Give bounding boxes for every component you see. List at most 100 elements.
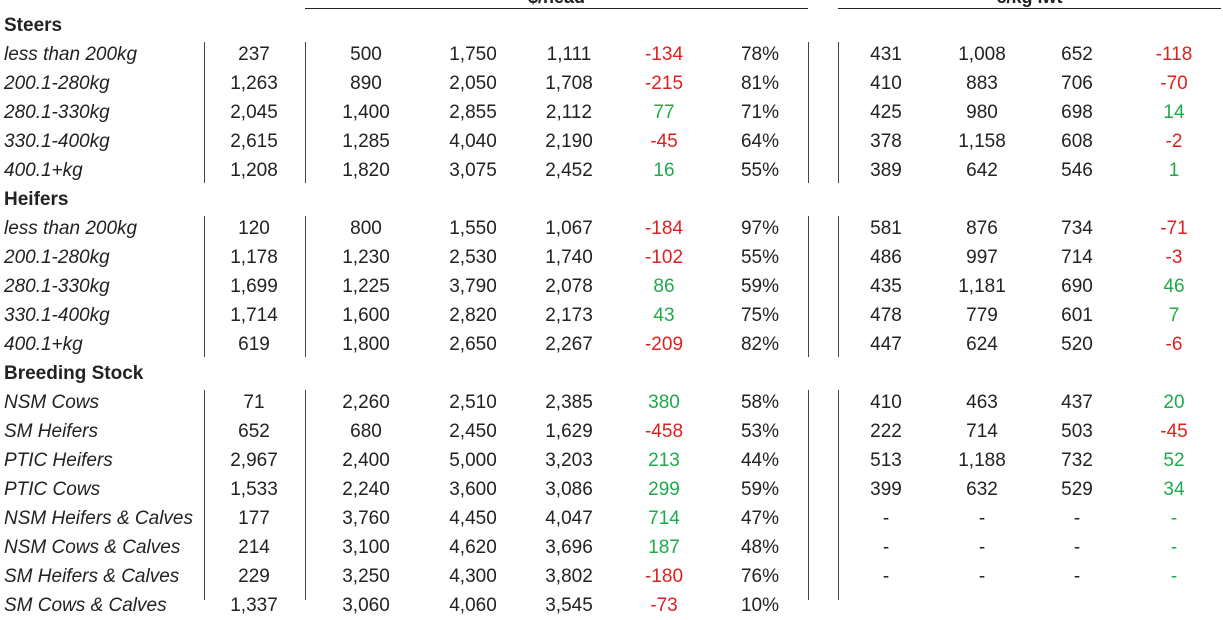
column-divider [305, 216, 306, 357]
cell-max-lwt: - [978, 566, 986, 587]
row-label: less than 200kg [4, 44, 138, 65]
cell-min-lwt: - [882, 508, 890, 529]
cell-clearance: 47% [740, 508, 780, 529]
cell-max-lwt: - [978, 537, 986, 558]
table-row: 400.1+kg 1,208 1,820 3,075 2,452 16 55% 389 642 5… [0, 156, 1223, 185]
cell-avg-lwt: 732 [1061, 450, 1093, 471]
cell-avg: 3,203 [545, 450, 593, 471]
cell-head: 237 [238, 44, 270, 65]
cell-max-lwt: 463 [966, 392, 998, 413]
cell-max-lwt: 632 [966, 479, 998, 500]
cell-change-lwt: 1 [1168, 160, 1180, 181]
column-divider [305, 390, 306, 600]
cell-head: 71 [243, 392, 265, 413]
cell-avg-lwt: 698 [1061, 102, 1093, 123]
cell-min-lwt: 222 [870, 421, 902, 442]
cell-change: -102 [644, 247, 684, 268]
cell-min-lwt: 431 [870, 44, 902, 65]
cell-change: -180 [644, 566, 684, 587]
cell-max: 4,300 [449, 566, 497, 587]
table-row: 330.1-400kg 1,714 1,600 2,820 2,173 43 75% 478 7… [0, 301, 1223, 330]
cell-change-lwt: 34 [1163, 479, 1185, 500]
cell-head: 1,533 [230, 479, 278, 500]
cell-min: 1,230 [342, 247, 390, 268]
section-header-row: Steers [0, 11, 1223, 40]
cell-avg: 1,629 [545, 421, 593, 442]
cell-min: 2,240 [342, 479, 390, 500]
cell-clearance: 55% [740, 160, 780, 181]
cell-max-lwt: 1,158 [958, 131, 1006, 152]
row-label: 280.1-330kg [4, 102, 110, 123]
cell-min-lwt: 399 [870, 479, 902, 500]
cell-max: 5,000 [449, 450, 497, 471]
cell-clearance: 10% [740, 595, 780, 616]
cell-clearance: 53% [740, 421, 780, 442]
cell-change-lwt: -118 [1155, 44, 1193, 65]
cell-clearance: 64% [740, 131, 780, 152]
row-label: 330.1-400kg [4, 131, 110, 152]
cell-change: -458 [644, 421, 684, 442]
cell-avg-lwt: 520 [1061, 334, 1093, 355]
cell-change-lwt: -71 [1160, 218, 1188, 239]
cell-avg: 2,267 [545, 334, 593, 355]
cell-max: 3,790 [449, 276, 497, 297]
row-label: 200.1-280kg [4, 73, 110, 94]
table-row: less than 200kg 120 800 1,550 1,067 -184 97% 58… [0, 214, 1223, 243]
cell-head: 1,178 [230, 247, 278, 268]
cell-min: 500 [350, 44, 382, 65]
cell-change-lwt: -70 [1160, 73, 1188, 94]
cell-max: 4,040 [449, 131, 497, 152]
cell-change-lwt: - [1170, 508, 1178, 529]
cell-max-lwt: 997 [966, 247, 998, 268]
cell-change-lwt: -45 [1160, 421, 1188, 442]
cell-change: -45 [650, 131, 678, 152]
cell-min-lwt: - [882, 566, 890, 587]
cell-max-lwt: 624 [966, 334, 998, 355]
row-label: PTIC Cows [4, 479, 101, 500]
cell-clearance: 81% [740, 73, 780, 94]
cell-clearance: 58% [740, 392, 780, 413]
cell-avg: 2,173 [545, 305, 593, 326]
cell-change-lwt: - [1170, 537, 1178, 558]
cell-max-lwt: 779 [966, 305, 998, 326]
cell-avg-lwt: 529 [1061, 479, 1093, 500]
cell-avg: 3,696 [545, 537, 593, 558]
cell-avg: 1,740 [545, 247, 593, 268]
column-divider [808, 42, 809, 183]
cell-clearance: 76% [740, 566, 780, 587]
row-label: 400.1+kg [4, 334, 83, 355]
cell-min-lwt: 478 [870, 305, 902, 326]
cell-max-lwt: 980 [966, 102, 998, 123]
cell-max: 1,750 [449, 44, 497, 65]
cell-max-lwt: 714 [966, 421, 998, 442]
cell-change: 187 [648, 537, 680, 558]
row-label: 330.1-400kg [4, 305, 110, 326]
cell-avg: 2,452 [545, 160, 593, 181]
cell-head: 1,208 [230, 160, 278, 181]
cell-head: 652 [238, 421, 270, 442]
cell-change-lwt: 20 [1163, 392, 1185, 413]
cell-clearance: 59% [740, 479, 780, 500]
table-row: SM Cows & Calves 1,337 3,060 4,060 3,545 -73 1… [0, 591, 1223, 620]
header-underline-group2 [838, 8, 1221, 9]
cell-min-lwt: 425 [870, 102, 902, 123]
table-row: 280.1-330kg 2,045 1,400 2,855 2,112 77 71% 425 9… [0, 98, 1223, 127]
cell-head: 619 [238, 334, 270, 355]
table-row: 330.1-400kg 2,615 1,285 4,040 2,190 -45 64% 378… [0, 127, 1223, 156]
cell-change: 86 [653, 276, 675, 297]
cell-max-lwt: - [978, 508, 986, 529]
cell-avg: 3,086 [545, 479, 593, 500]
cell-min: 1,285 [342, 131, 390, 152]
cell-avg-lwt: - [1073, 537, 1081, 558]
cell-head: 177 [238, 508, 270, 529]
row-label: 200.1-280kg [4, 247, 110, 268]
table-row: SM Heifers & Calves 229 3,250 4,300 3,802 -18… [0, 562, 1223, 591]
cell-clearance: 55% [740, 247, 780, 268]
cell-min-lwt: 410 [870, 392, 902, 413]
cell-min-lwt: 581 [870, 218, 902, 239]
cell-avg: 1,111 [546, 44, 592, 65]
cell-avg: 4,047 [545, 508, 593, 529]
table-row: NSM Heifers & Calves 177 3,760 4,450 4,047 71… [0, 504, 1223, 533]
column-divider [204, 390, 205, 600]
cell-min-lwt: 486 [870, 247, 902, 268]
